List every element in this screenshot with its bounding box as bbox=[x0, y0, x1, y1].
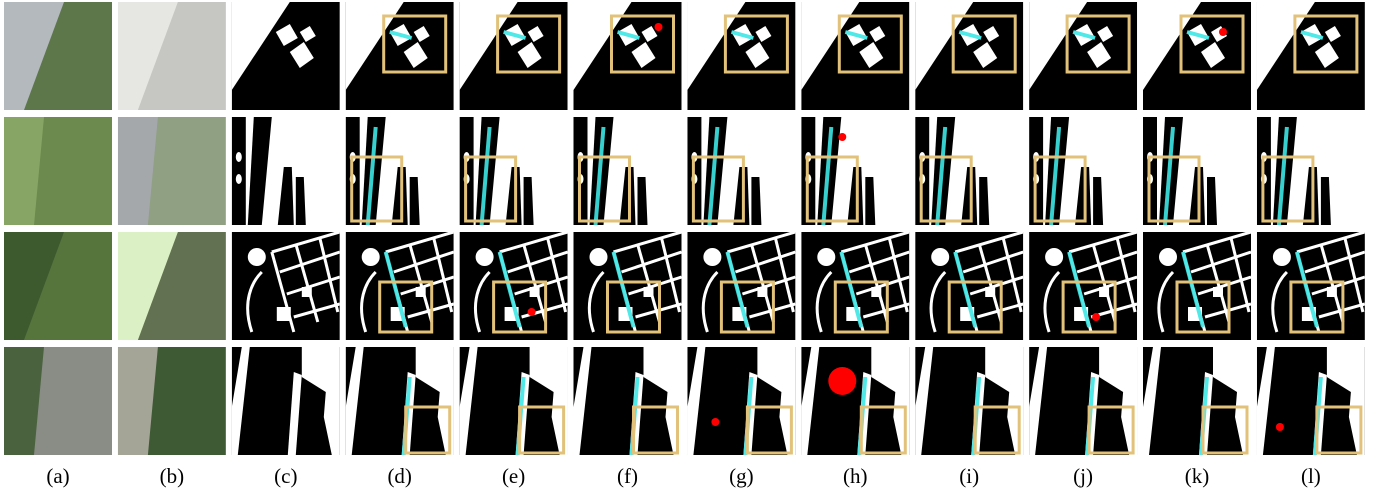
image-tile bbox=[4, 2, 112, 110]
image-tile bbox=[915, 117, 1023, 225]
image-tile bbox=[801, 2, 909, 110]
image-tile bbox=[460, 232, 568, 340]
image-tile bbox=[915, 232, 1023, 340]
image-tile bbox=[1143, 232, 1251, 340]
column-label: (l) bbox=[1301, 464, 1321, 488]
blob bbox=[1159, 248, 1177, 266]
column-label: (c) bbox=[274, 464, 297, 488]
image-tile bbox=[460, 2, 568, 110]
false-negative bbox=[1276, 423, 1284, 431]
column-label: (k) bbox=[1185, 464, 1210, 488]
column-label: (e) bbox=[502, 464, 525, 488]
column-label: (a) bbox=[46, 464, 69, 488]
image-tile bbox=[4, 117, 112, 225]
blob bbox=[703, 248, 721, 266]
image-tile bbox=[4, 347, 112, 455]
image-tile bbox=[232, 117, 340, 225]
image-tile bbox=[574, 117, 682, 225]
blob bbox=[871, 287, 881, 297]
blob bbox=[1273, 248, 1291, 266]
blob bbox=[817, 248, 835, 266]
blob bbox=[590, 248, 608, 266]
image-tile bbox=[232, 2, 340, 110]
false-negative bbox=[828, 367, 856, 395]
image-tile bbox=[118, 117, 226, 225]
image-tile bbox=[1257, 2, 1365, 110]
image-tile bbox=[915, 2, 1023, 110]
blob bbox=[1045, 248, 1063, 266]
image-tile bbox=[4, 232, 112, 340]
image-tile bbox=[346, 347, 454, 455]
image-tile bbox=[1257, 117, 1365, 225]
image-tile bbox=[1143, 2, 1251, 110]
image-tile bbox=[118, 2, 226, 110]
image-tile bbox=[460, 117, 568, 225]
image-tile bbox=[687, 347, 795, 455]
image-tile bbox=[1029, 2, 1137, 110]
image-tile bbox=[1143, 117, 1251, 225]
blob bbox=[757, 287, 767, 297]
blob bbox=[1099, 287, 1109, 297]
blob bbox=[931, 248, 949, 266]
blob bbox=[248, 248, 266, 266]
stripe bbox=[232, 117, 246, 225]
column-label: (b) bbox=[160, 464, 185, 488]
column-label: (d) bbox=[387, 464, 412, 488]
image-tile bbox=[801, 232, 909, 340]
blob bbox=[1327, 287, 1337, 297]
blob bbox=[985, 287, 995, 297]
image-tile bbox=[801, 347, 909, 455]
image-tile bbox=[460, 347, 568, 455]
column-label: (i) bbox=[959, 464, 979, 488]
image-tile bbox=[574, 2, 682, 110]
blob bbox=[302, 287, 312, 297]
blob bbox=[277, 307, 291, 321]
image-tile bbox=[1029, 347, 1137, 455]
blob bbox=[362, 248, 380, 266]
image-tile bbox=[118, 347, 226, 455]
false-negative bbox=[838, 133, 846, 141]
false-negative bbox=[1092, 313, 1100, 321]
image-tile bbox=[915, 347, 1023, 455]
image-tile bbox=[232, 232, 340, 340]
image-tile bbox=[1257, 232, 1365, 340]
image-tile bbox=[687, 2, 795, 110]
image-tile bbox=[346, 2, 454, 110]
column-label: (h) bbox=[843, 464, 868, 488]
blob bbox=[476, 248, 494, 266]
column-label: (g) bbox=[729, 464, 754, 488]
image-tile bbox=[346, 232, 454, 340]
image-tile bbox=[1029, 232, 1137, 340]
image-tile bbox=[574, 347, 682, 455]
false-negative bbox=[1219, 28, 1227, 36]
false-negative bbox=[711, 418, 719, 426]
blob bbox=[1213, 287, 1223, 297]
image-tile bbox=[346, 117, 454, 225]
image-tile bbox=[801, 117, 909, 225]
image-tile bbox=[574, 232, 682, 340]
column-label: (j) bbox=[1073, 464, 1093, 488]
image-tile bbox=[232, 347, 340, 455]
image-tile bbox=[1029, 117, 1137, 225]
figure: (a) (b) (c) (d) (e) (f) (g) (h) (i) (j) (k) (l) bbox=[0, 0, 1387, 495]
false-negative bbox=[655, 23, 663, 31]
blob bbox=[644, 287, 654, 297]
false-negative bbox=[528, 308, 536, 316]
image-tile bbox=[687, 117, 795, 225]
spot bbox=[236, 174, 242, 184]
blob bbox=[530, 287, 540, 297]
image-tile bbox=[687, 232, 795, 340]
image-tile bbox=[118, 232, 226, 340]
image-tile bbox=[1257, 347, 1365, 455]
blob bbox=[416, 287, 426, 297]
spot bbox=[236, 152, 242, 162]
image-tile bbox=[1143, 347, 1251, 455]
column-label: (f) bbox=[617, 464, 638, 488]
